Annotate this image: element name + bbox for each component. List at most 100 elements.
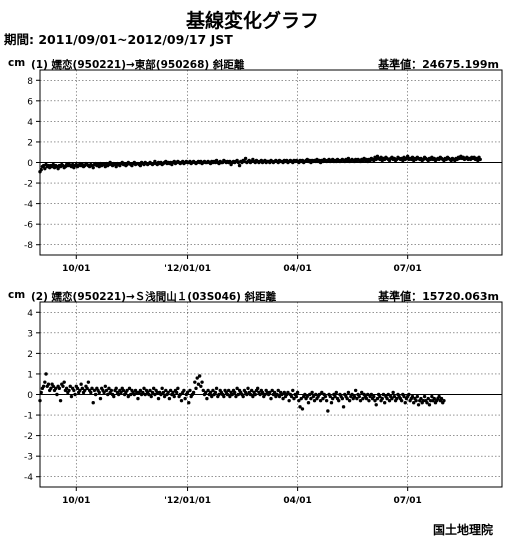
- chart2-data-point: [391, 390, 395, 395]
- chart1-data-point: [39, 167, 43, 172]
- chart2-data-point: [156, 396, 161, 401]
- chart2-data-point: [197, 374, 202, 378]
- chart2-data-point: [292, 396, 296, 401]
- chart2-ytick-label: 1: [27, 370, 33, 380]
- chart-1: -8 -6 -4 -2 0 2 4 6 8 10/01 '12/01/01 04/01 07/01: [24, 69, 503, 274]
- chart1-data-point: [346, 156, 351, 161]
- chart1-xtick-label: 10/01: [62, 264, 90, 274]
- chart2-data-point: [148, 388, 152, 393]
- chart2-data-point: [188, 388, 192, 393]
- chart2-data-point: [346, 390, 351, 395]
- chart1-data-point: [243, 156, 248, 161]
- chart2-data-point: [258, 392, 262, 397]
- chart2-data-point: [161, 390, 166, 395]
- chart2-data-point: [282, 390, 287, 395]
- chart2-data-point: [345, 396, 349, 401]
- chart2-data-point: [369, 392, 374, 397]
- chart2-data-point: [43, 380, 47, 384]
- chart2-data-point: [178, 392, 182, 397]
- chart2-data-point: [276, 388, 280, 393]
- chart2-data-point: [213, 390, 218, 395]
- chart2-xtick-label: 10/01: [62, 496, 90, 506]
- chart2-data-point: [106, 392, 110, 397]
- chart2-data-point: [201, 388, 205, 393]
- chart2-data-point: [374, 403, 378, 407]
- chart2-ytick-label: 3: [27, 329, 33, 339]
- period-label: 期間: 2011/09/01~2012/09/17 JST: [4, 32, 233, 47]
- chart2-data-point: [166, 390, 170, 395]
- chart2-data-point: [91, 401, 95, 405]
- chart2-xtick-label: '12/01/01: [164, 496, 211, 506]
- chart1-caption: (1) 嬬恋(950221)→東部(950268) 斜距離: [31, 59, 245, 71]
- chart2-ytick-label: -2: [24, 432, 33, 442]
- chart2-data-point: [72, 388, 76, 393]
- chart2-data-point: [125, 388, 129, 393]
- chart2-data-point: [193, 380, 197, 384]
- chart2-data-point: [249, 388, 254, 393]
- chart2-data-point: [355, 396, 359, 401]
- chart2-data-point: [270, 388, 274, 393]
- chart2-data-point: [260, 390, 265, 395]
- chart2-data-point: [234, 394, 238, 399]
- chart2-data-point: [321, 396, 325, 401]
- chart2-data-point: [167, 396, 172, 401]
- chart2-data-point: [75, 386, 80, 391]
- chart2-data-point: [93, 392, 98, 397]
- chart2-data-point: [200, 380, 204, 384]
- chart2-data-point: [328, 394, 332, 399]
- chart2-data-point: [386, 392, 391, 397]
- chart2-data-point: [347, 398, 352, 403]
- chart2-data-point: [90, 386, 94, 391]
- chart2-data-point: [147, 392, 151, 397]
- chart2-data-point: [235, 386, 239, 391]
- chart1-data-point: [43, 166, 47, 171]
- chart2-data-point: [380, 396, 384, 401]
- chart2-data-point: [311, 394, 316, 399]
- chart2-data-point: [432, 396, 436, 401]
- chart2-data-point: [138, 388, 143, 393]
- chart2-reference-value: 基準値：15720.063m: [378, 290, 499, 303]
- chart2-data-point: [385, 396, 389, 401]
- chart2-data-point: [269, 396, 273, 401]
- chart2-data-point: [353, 388, 358, 393]
- chart2-data-point: [358, 398, 363, 403]
- chart2-data-point: [205, 396, 209, 401]
- chart2-data-point: [246, 386, 250, 391]
- chart2-data-point: [277, 394, 282, 399]
- chart2-data-point: [217, 392, 221, 397]
- chart2-data-point: [330, 396, 335, 401]
- chart2-caption: (2) 嬬恋(950221)→Ｓ浅間山１(03S046) 斜距離: [31, 291, 277, 303]
- chart2-data-point: [427, 403, 432, 407]
- chart2-data-point: [199, 384, 203, 388]
- chart2-data-point: [58, 398, 63, 403]
- chart2-data-point: [179, 398, 184, 403]
- chart2-data-point: [92, 388, 97, 393]
- chart2-ytick-label: -3: [24, 453, 33, 463]
- chart2-data-point: [211, 388, 215, 393]
- chart2-data-point: [373, 398, 377, 403]
- chart2-data-point: [407, 392, 411, 397]
- chart2-data-point: [69, 394, 74, 399]
- chart2-data-point: [208, 390, 213, 395]
- chart2-data-point: [361, 396, 365, 401]
- chart2-data-point: [412, 401, 416, 405]
- chart2-data-point: [129, 392, 133, 397]
- chart2-data-point: [430, 394, 434, 399]
- chart2-data-point: [172, 394, 176, 399]
- chart2-data-point: [324, 398, 329, 403]
- chart2-data-point: [251, 394, 255, 399]
- chart2-data-point: [317, 392, 322, 397]
- chart2-data-point: [381, 392, 386, 397]
- chart2-data-point: [303, 392, 307, 397]
- chart2-data-point: [191, 390, 196, 395]
- chart2-data-point: [309, 396, 313, 401]
- chart2-data-point: [352, 394, 357, 399]
- chart2-data-point: [194, 386, 198, 391]
- chart2-data-point: [318, 398, 323, 403]
- chart2-data-point: [312, 398, 317, 403]
- chart2-data-point: [182, 388, 186, 393]
- chart2-data-point: [248, 392, 253, 397]
- chart2-data-point: [38, 398, 42, 403]
- chart2-data-point: [366, 392, 370, 397]
- chart2-data-point: [291, 388, 295, 393]
